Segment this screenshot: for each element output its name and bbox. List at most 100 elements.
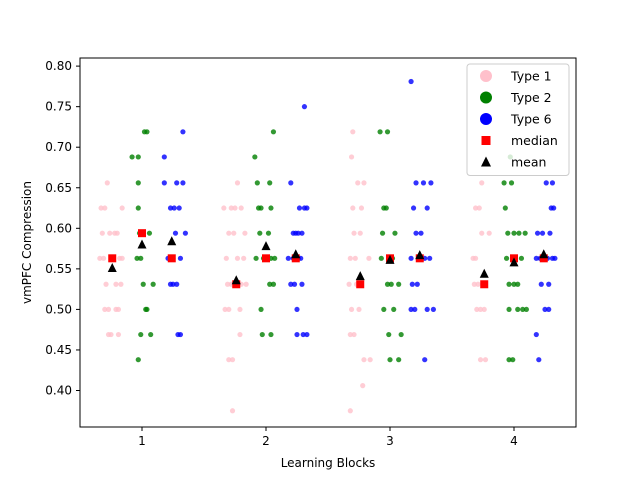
mean-marker <box>509 257 519 267</box>
type-6-point <box>299 281 305 287</box>
type-6-point <box>409 281 415 287</box>
type-2-point <box>259 331 265 338</box>
y-tick-label: 0.55 <box>45 262 72 276</box>
type-6-point <box>300 331 306 338</box>
type-6-point <box>424 205 430 211</box>
type-1-point <box>226 306 232 313</box>
type-6-point <box>180 180 186 186</box>
type-6-point <box>291 281 298 287</box>
median-marker <box>108 254 117 263</box>
type-2-point <box>138 255 144 261</box>
type-1-point <box>472 255 479 261</box>
type-2-point <box>377 129 383 135</box>
type-6-point <box>546 306 552 313</box>
type-2-point <box>506 306 512 313</box>
legend-label-type-6: Type 6 <box>510 112 552 127</box>
type-1-point <box>102 306 108 313</box>
x-axis: 1 2 3 4 <box>138 427 518 448</box>
type-1-point <box>234 255 241 261</box>
type-1-point <box>115 331 122 338</box>
mean-marker <box>539 249 549 259</box>
mean-marker <box>479 268 489 278</box>
type-2-point <box>387 357 393 363</box>
type-6-point <box>304 205 310 211</box>
type-2-point <box>150 281 156 287</box>
type-1-point <box>231 230 237 236</box>
type-2-point <box>135 180 141 186</box>
y-tick-label: 0.70 <box>45 140 72 154</box>
type-2-point <box>511 281 517 287</box>
median-marker <box>232 280 241 289</box>
type-6-point <box>177 255 184 261</box>
type-1-point <box>234 180 241 186</box>
type-2-point <box>506 281 512 287</box>
type-6-point <box>546 281 552 287</box>
type-1-point <box>118 281 124 287</box>
type-1-point <box>477 357 484 363</box>
type-6-point <box>552 255 558 261</box>
type-6-point <box>294 306 300 313</box>
legend-box <box>466 63 570 176</box>
y-tick-label: 0.65 <box>45 181 72 195</box>
type-2-point <box>268 331 274 338</box>
type-2-point <box>140 281 146 287</box>
type-2-point <box>388 281 394 287</box>
type-2-point <box>379 230 386 236</box>
mean-marker <box>167 236 177 246</box>
type-6-point <box>427 255 433 261</box>
type-1-point <box>242 230 248 236</box>
mean-marker <box>415 250 425 260</box>
type-6-point <box>542 306 548 313</box>
type-1-point <box>476 205 482 211</box>
axes-frame <box>79 57 577 428</box>
mean-marker <box>261 241 271 251</box>
type-2-point <box>511 230 517 236</box>
type-2-point <box>144 129 150 135</box>
type-1-point <box>100 255 107 261</box>
median-marker <box>480 280 489 289</box>
type-1-point <box>102 205 108 211</box>
mean-marker <box>137 239 147 249</box>
type-6-point <box>180 129 186 135</box>
type-6-point <box>533 255 539 261</box>
x-axis-label: Learning Blocks <box>281 456 376 470</box>
type-1-point <box>367 357 373 363</box>
type-6-point <box>174 180 180 186</box>
legend-marker-mean <box>481 156 491 167</box>
type-6-point <box>430 306 436 313</box>
x-tick-label: 3 <box>386 434 394 448</box>
mean-marker <box>355 271 365 281</box>
mean-marker <box>107 263 117 273</box>
type-2-point <box>253 255 259 261</box>
type-1-point <box>99 230 105 236</box>
type-6-point <box>418 230 424 236</box>
type-6-point <box>414 281 420 287</box>
type-2-point <box>510 357 516 363</box>
type-1-point <box>471 281 477 287</box>
type-1-point <box>241 255 247 261</box>
type-6-point <box>295 230 301 236</box>
median-marker <box>167 254 176 263</box>
type-1-point <box>226 357 232 363</box>
type-2-point <box>508 180 515 186</box>
type-1-point <box>221 205 227 211</box>
type-1-point <box>350 205 356 211</box>
type-2-point <box>267 281 273 287</box>
type-1-point <box>103 281 109 287</box>
type-6-point <box>428 180 434 186</box>
type-2-point <box>265 230 272 236</box>
type-6-point <box>167 205 174 211</box>
legend: Type 1 Type 2 Type 6 median mean <box>466 63 570 176</box>
type-6-point <box>551 205 557 211</box>
type-1-point <box>472 205 479 211</box>
type-2-point <box>134 255 140 261</box>
type-6-point <box>171 205 177 211</box>
type-2-point <box>135 205 141 211</box>
type-6-point <box>408 306 414 313</box>
type-2-point <box>258 306 264 313</box>
type-1-point <box>115 306 122 313</box>
y-tick-label: 0.80 <box>45 59 72 73</box>
type-1-point <box>351 331 357 338</box>
type-6-point <box>412 306 418 313</box>
type-1-point <box>351 230 357 236</box>
